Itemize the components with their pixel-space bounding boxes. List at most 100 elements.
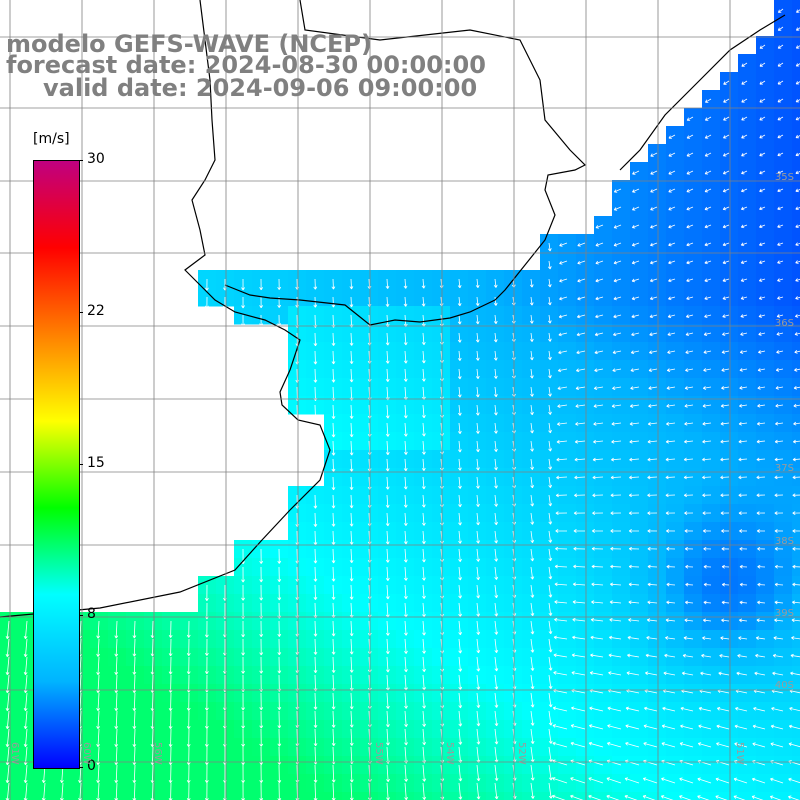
wind-vector-arrow (313, 566, 318, 582)
wind-vector-arrow (702, 493, 712, 498)
wind-vector-arrow (739, 600, 748, 605)
wind-speed-cell (576, 558, 595, 577)
wind-vector-arrow (591, 546, 604, 551)
wind-speed-cell (666, 126, 685, 145)
wind-vector-arrow (795, 134, 800, 139)
wind-vector-arrow (647, 564, 658, 569)
wind-vector-arrow (759, 80, 766, 85)
wind-vector-arrow (704, 314, 712, 318)
wind-speed-cell (630, 648, 649, 667)
wind-speed-cell (666, 504, 685, 523)
wind-vector-arrow (241, 638, 245, 656)
wind-vector-arrow (349, 692, 354, 710)
wind-vector-arrow (777, 206, 784, 211)
wind-vector-arrow (476, 674, 481, 690)
wind-vector-arrow (632, 188, 640, 193)
wind-vector-arrow (777, 296, 784, 300)
wind-speed-cell (792, 36, 800, 55)
wind-vector-arrow (740, 224, 748, 229)
wind-speed-cell (630, 180, 649, 199)
wind-vector-arrow (349, 764, 354, 783)
wind-speed-cell (648, 594, 667, 613)
wind-vector-arrow (548, 584, 553, 598)
wind-vector-arrow (277, 710, 282, 729)
wind-vector-arrow (548, 746, 553, 763)
longitude-label: 55W (373, 742, 384, 765)
wind-vector-arrow (114, 656, 119, 675)
wind-vector-arrow (555, 493, 568, 498)
wind-vector-arrow (5, 764, 10, 784)
wind-vector-arrow (186, 764, 191, 784)
wind-speed-cell (774, 270, 793, 289)
wind-vector-arrow (386, 764, 390, 783)
wind-vector-arrow (241, 764, 245, 784)
wind-speed-cell (594, 630, 613, 649)
wind-vector-arrow (774, 546, 784, 551)
wind-vector-arrow (723, 80, 730, 85)
wind-vector-arrow (754, 671, 766, 676)
wind-vector-arrow (684, 421, 694, 426)
wind-speed-cell (576, 594, 595, 613)
wind-vector-arrow (96, 620, 101, 639)
wind-vector-arrow (722, 206, 730, 211)
wind-vector-arrow (720, 439, 730, 444)
wind-speed-cell (612, 468, 631, 487)
wind-vector-arrow (204, 638, 209, 656)
wind-speed-cell (774, 360, 793, 379)
wind-vector-arrow (421, 296, 426, 307)
wind-speed-cell (666, 450, 685, 469)
wind-speed-cell (756, 468, 775, 487)
wind-speed-cell (774, 702, 793, 721)
wind-speed-cell (666, 702, 685, 721)
wind-vector-arrow (552, 724, 568, 730)
wind-vector-arrow (668, 296, 676, 301)
wind-vector-arrow (697, 795, 710, 800)
wind-speed-cell (720, 216, 739, 235)
wind-vector-arrow (313, 548, 318, 564)
wind-speed-cell (756, 774, 775, 793)
wind-vector-arrow (774, 582, 784, 587)
wind-speed-cell (684, 450, 703, 469)
wind-vector-arrow (23, 638, 28, 658)
wind-vector-arrow (795, 260, 800, 264)
wind-vector-arrow (759, 62, 766, 67)
wind-vector-arrow (756, 439, 766, 444)
wind-vector-arrow (777, 80, 784, 85)
wind-speed-cell (684, 432, 703, 451)
wind-vector-arrow (642, 777, 658, 784)
wind-speed-cell (558, 630, 577, 649)
wind-vector-arrow (277, 314, 282, 327)
wind-vector-arrow (559, 242, 568, 247)
wind-vector-arrow (529, 332, 534, 342)
wind-speed-cell (774, 126, 793, 145)
wind-speed-cell (594, 342, 613, 361)
wind-vector-arrow (132, 764, 137, 784)
wind-vector-arrow (740, 242, 748, 247)
wind-vector-arrow (629, 404, 640, 408)
wind-speed-cell (558, 792, 577, 800)
wind-speed-cell (612, 306, 631, 325)
wind-speed-cell (594, 792, 613, 800)
wind-speed-cell (720, 234, 739, 253)
wind-vector-arrow (385, 368, 390, 382)
wind-vector-arrow (530, 620, 535, 635)
wind-speed-cell (72, 792, 91, 800)
wind-vector-arrow (331, 512, 336, 527)
wind-speed-cell (594, 576, 613, 595)
wind-vector-arrow (476, 602, 481, 617)
wind-speed-cell (666, 360, 685, 379)
wind-speed-cell (648, 648, 667, 667)
wind-vector-arrow (557, 422, 568, 426)
wind-speed-cell (612, 234, 631, 253)
wind-vector-arrow (756, 421, 766, 426)
wind-vector-arrow (704, 224, 712, 229)
wind-vector-arrow (774, 457, 784, 462)
wind-vector-arrow (751, 777, 766, 784)
wind-speed-cell (684, 180, 703, 199)
wind-vector-arrow (403, 512, 408, 526)
wind-vector-arrow (5, 692, 10, 712)
wind-vector-arrow (645, 653, 658, 658)
wind-vector-arrow (610, 582, 622, 587)
wind-vector-arrow (684, 511, 694, 515)
wind-speed-cell (774, 414, 793, 433)
